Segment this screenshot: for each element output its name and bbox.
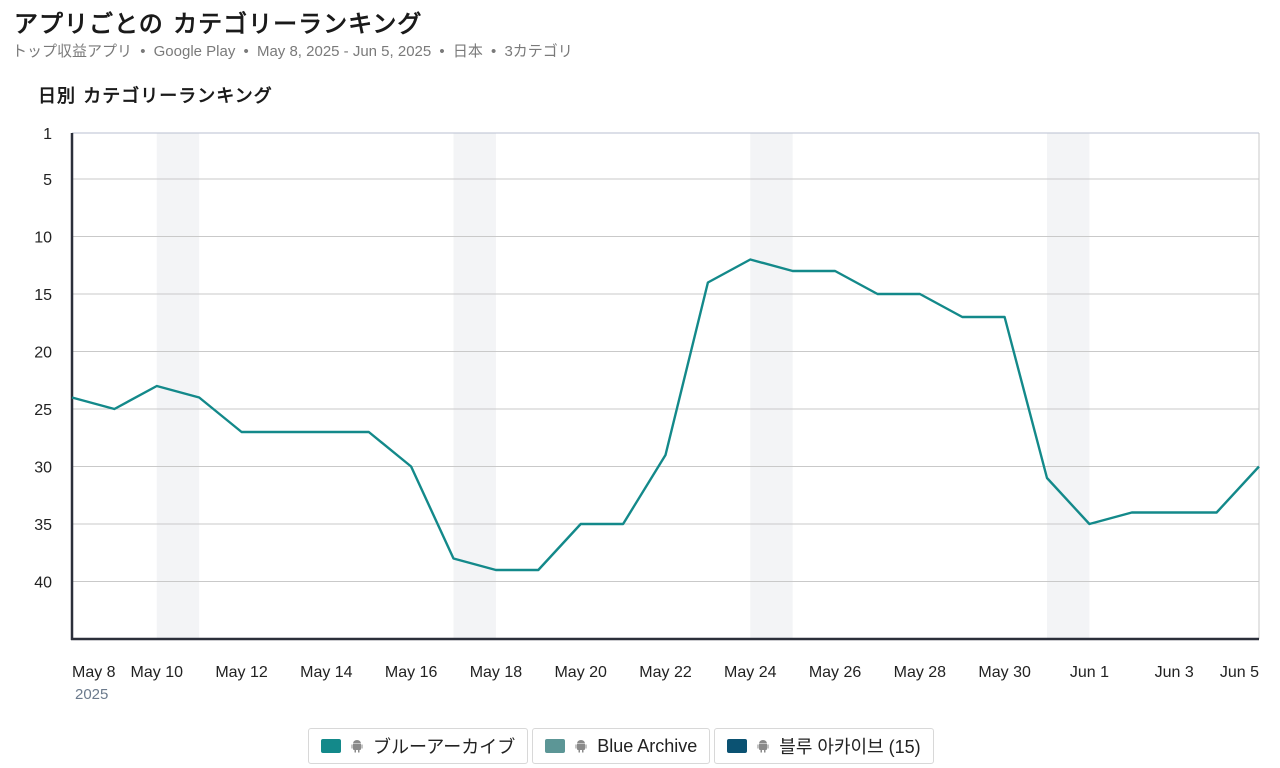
- x-tick-label: May 22: [639, 664, 692, 681]
- y-tick-label: 30: [34, 460, 52, 477]
- x-tick-label: Jun 5: [1220, 664, 1259, 681]
- x-tick-label: May 26: [809, 664, 862, 681]
- android-icon: [351, 740, 363, 753]
- x-tick-label: May 10: [131, 664, 184, 681]
- x-tick-label: May 30: [978, 664, 1031, 681]
- series-line[interactable]: [71, 258, 1260, 572]
- y-tick-label: 15: [34, 287, 52, 304]
- subtitle-separator: •: [491, 43, 497, 60]
- legend-label: 블루 아카이브 (15): [779, 737, 921, 757]
- x-tick-label: May 12: [215, 664, 268, 681]
- subtitle: トップ収益アプリ • Google Play • May 8, 2025 - J…: [12, 40, 573, 61]
- subtitle-store: Google Play: [153, 43, 236, 60]
- page-title: アプリごとの カテゴリーランキング: [14, 9, 423, 38]
- x-tick-label: Jun 1: [1070, 664, 1109, 681]
- x-tick-label: May 20: [554, 664, 607, 681]
- y-tick-label: 10: [34, 230, 52, 247]
- legend-swatch: [727, 739, 748, 753]
- y-tick-label: 20: [34, 345, 52, 362]
- legend-item-blue-archive-en[interactable]: Blue Archive: [532, 728, 711, 764]
- y-tick-label: 1: [43, 126, 52, 143]
- legend: ブルーアーカイブ Blue Archive 블루 아카이브 (15): [308, 728, 938, 764]
- y-tick-label: 35: [34, 517, 52, 534]
- x-tick-label: May 14: [300, 664, 353, 681]
- subtitle-category-count: 3カテゴリ: [504, 43, 573, 60]
- weekend-band: [750, 133, 793, 639]
- android-icon: [575, 740, 587, 753]
- legend-label: ブルーアーカイブ: [373, 737, 516, 757]
- y-tick-label: 5: [43, 172, 52, 189]
- legend-item-blue-archive-jp[interactable]: ブルーアーカイブ: [308, 728, 529, 764]
- subtitle-ranking-type: トップ収益アプリ: [12, 43, 133, 60]
- x-tick-label: May 8: [72, 664, 116, 681]
- legend-item-blue-archive-kr[interactable]: 블루 아카이브 (15): [714, 728, 934, 764]
- x-tick-label: May 28: [894, 664, 947, 681]
- x-tick-label: May 18: [470, 664, 523, 681]
- subtitle-separator: •: [243, 43, 249, 60]
- y-tick-label: 40: [34, 575, 52, 592]
- x-tick-label: May 24: [724, 664, 777, 681]
- subtitle-separator: •: [439, 43, 445, 60]
- weekend-band: [156, 133, 200, 639]
- subtitle-separator: •: [140, 43, 146, 60]
- weekend-band: [453, 133, 496, 639]
- legend-swatch: [321, 739, 341, 753]
- x-tick-label: May 16: [385, 664, 438, 681]
- subtitle-date-range: May 8, 2025 - Jun 5, 2025: [256, 43, 432, 60]
- legend-swatch: [545, 739, 566, 753]
- android-icon: [757, 740, 769, 753]
- x-tick-year: 2025: [75, 686, 108, 703]
- chart-heading: 日別 カテゴリーランキング: [38, 86, 273, 107]
- subtitle-country: 日本: [452, 43, 483, 60]
- legend-label: Blue Archive: [597, 735, 698, 756]
- x-tick-label: Jun 3: [1155, 664, 1194, 681]
- y-tick-label: 25: [34, 402, 52, 419]
- weekend-band: [1047, 133, 1090, 639]
